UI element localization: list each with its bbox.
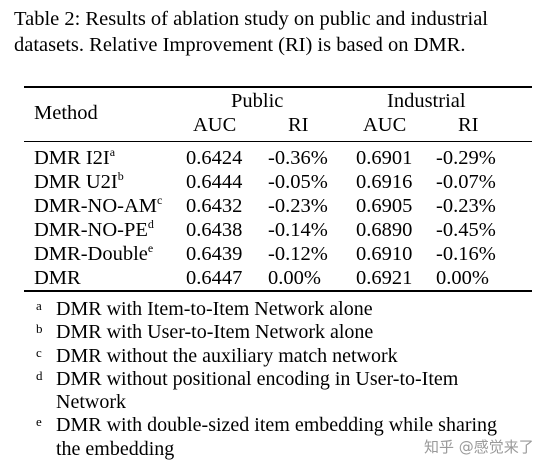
public-auc-cell: 0.6447 <box>186 267 243 289</box>
footnote-mark: e <box>36 414 42 430</box>
footnote-marker: b <box>117 169 124 183</box>
method-cell: DMR <box>34 266 81 290</box>
footnote-mark: b <box>36 321 43 337</box>
method-cell: DMR-NO-PEd <box>34 218 154 242</box>
table-row: DMR 0.6447 0.00% 0.6921 0.00% <box>0 266 555 290</box>
industrial-ri-cell: -0.23% <box>436 195 496 217</box>
method-name: DMR U2I <box>34 171 118 193</box>
table-top-rule <box>24 86 532 88</box>
method-cell: DMR-Doublee <box>34 242 153 266</box>
public-ri-cell: -0.12% <box>268 243 328 265</box>
industrial-ri-header: RI <box>458 114 479 136</box>
method-column-header: Method <box>34 102 98 124</box>
method-name: DMR-NO-PE <box>34 219 148 241</box>
method-name: DMR-NO-AM <box>34 195 157 217</box>
footnotes: a DMR with Item-to-Item Network alone b DMR… <box>36 298 526 461</box>
public-ri-cell: -0.23% <box>268 195 328 217</box>
method-cell: DMR I2Ia <box>34 146 115 170</box>
footnote-marker: a <box>109 145 116 159</box>
public-auc-cell: 0.6432 <box>186 195 243 217</box>
industrial-auc-cell: 0.6901 <box>356 147 413 169</box>
table-row: DMR-NO-AMc 0.6432 -0.23% 0.6905 -0.23% <box>0 194 555 218</box>
industrial-group-header: Industrial <box>387 90 466 112</box>
public-ri-header: RI <box>288 114 309 136</box>
industrial-auc-cell: 0.6916 <box>356 171 413 193</box>
industrial-ri-cell: -0.29% <box>436 147 496 169</box>
public-group-header: Public <box>231 90 284 112</box>
table-row: DMR-NO-PEd 0.6438 -0.14% 0.6890 -0.45% <box>0 218 555 242</box>
public-auc-cell: 0.6438 <box>186 219 243 241</box>
table-row: DMR U2Ib 0.6444 -0.05% 0.6916 -0.07% <box>0 170 555 194</box>
industrial-auc-cell: 0.6905 <box>356 195 413 217</box>
footnote-text: DMR with double-sized item embedding whi… <box>56 414 498 460</box>
method-name: DMR I2I <box>34 147 110 169</box>
footnote: a DMR with Item-to-Item Network alone <box>36 298 526 321</box>
footnote-text: DMR without positional encoding in User-… <box>56 367 459 414</box>
public-auc-cell: 0.6444 <box>186 171 243 193</box>
industrial-auc-cell: 0.6910 <box>356 243 413 265</box>
footnote: c DMR without the auxiliary match network <box>36 345 526 368</box>
method-name: DMR-Double <box>34 243 148 265</box>
footnote: e DMR with double-sized item embedding wh… <box>36 414 526 461</box>
method-name: DMR <box>34 267 81 289</box>
footnote-text: DMR with Item-to-Item Network alone <box>56 298 373 320</box>
footnote-mark: a <box>36 298 42 313</box>
footnote-text: DMR without the auxiliary match network <box>56 344 398 367</box>
public-ri-cell: 0.00% <box>268 267 321 289</box>
method-cell: DMR U2Ib <box>34 170 124 194</box>
footnote-marker: c <box>157 193 163 207</box>
table-row: DMR-Doublee 0.6439 -0.12% 0.6910 -0.16% <box>0 242 555 266</box>
table-row: DMR I2Ia 0.6424 -0.36% 0.6901 -0.29% <box>0 146 555 170</box>
footnote-mark: d <box>36 367 43 383</box>
table-bottom-rule <box>24 290 532 292</box>
table-header-rule <box>24 141 532 142</box>
footnote: b DMR with User-to-Item Network alone <box>36 321 526 344</box>
footnote-mark: c <box>36 344 42 360</box>
footnote-text: DMR with User-to-Item Network alone <box>56 321 374 344</box>
industrial-ri-cell: -0.16% <box>436 243 496 265</box>
industrial-ri-cell: -0.07% <box>436 171 496 193</box>
public-ri-cell: -0.36% <box>268 147 328 169</box>
public-auc-cell: 0.6424 <box>186 147 243 169</box>
public-ri-cell: -0.14% <box>268 219 328 241</box>
public-ri-cell: -0.05% <box>268 171 328 193</box>
industrial-auc-cell: 0.6890 <box>356 219 413 241</box>
industrial-auc-header: AUC <box>363 114 407 136</box>
industrial-auc-cell: 0.6921 <box>356 267 413 289</box>
industrial-ri-cell: 0.00% <box>436 267 489 289</box>
industrial-ri-cell: -0.45% <box>436 219 496 241</box>
public-auc-header: AUC <box>193 114 237 136</box>
footnote-marker: d <box>147 217 154 231</box>
method-cell: DMR-NO-AMc <box>34 194 162 218</box>
footnote-marker: e <box>147 241 154 255</box>
watermark: 知乎 @感觉来了 <box>424 438 534 456</box>
table-caption: Table 2: Results of ablation study on pu… <box>14 8 488 56</box>
footnote: d DMR without positional encoding in User… <box>36 368 526 415</box>
public-auc-cell: 0.6439 <box>186 243 243 265</box>
